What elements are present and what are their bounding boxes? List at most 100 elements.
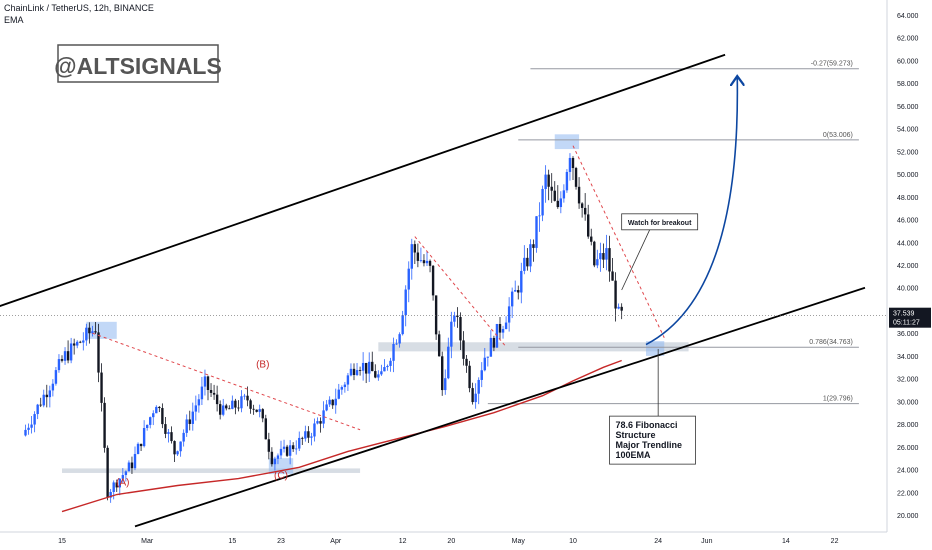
x-tick-label: Mar	[141, 538, 154, 545]
y-tick-label: 54.000	[897, 127, 919, 134]
candle-body	[480, 370, 483, 380]
candle-body	[39, 404, 42, 406]
candle-body	[358, 370, 362, 371]
confluence-box	[609, 415, 696, 465]
last-price-value: 37.539	[893, 311, 915, 318]
candle-body	[398, 334, 401, 344]
watch-callout-text: Watch for breakout	[628, 220, 692, 227]
y-tick-label: 42.000	[897, 263, 919, 270]
candle-body	[60, 359, 64, 361]
candle-body	[203, 376, 207, 387]
candle-body	[517, 290, 520, 293]
candle-body	[173, 441, 176, 455]
x-tick-label: 20	[447, 538, 455, 545]
candle-body	[413, 244, 417, 253]
candle-body	[559, 198, 563, 208]
candle-body	[583, 207, 587, 215]
dashed-trendline	[92, 332, 361, 431]
y-tick-label: 30.000	[897, 399, 919, 406]
candle-body	[544, 174, 547, 189]
candle-body	[170, 432, 173, 442]
candle-body	[82, 340, 85, 343]
candle-body	[364, 362, 368, 374]
candle-body	[215, 394, 219, 405]
candle-body	[164, 424, 167, 434]
candle-body	[574, 168, 578, 187]
candle-body	[401, 315, 404, 335]
y-tick-label: 28.000	[897, 422, 919, 429]
candle-body	[261, 409, 264, 419]
candle-body	[361, 362, 365, 371]
candle-body	[562, 190, 566, 199]
highlight-box-0	[86, 321, 117, 339]
candle-body	[270, 451, 274, 465]
candle-body	[577, 186, 581, 204]
y-tick-label: 22.000	[897, 490, 919, 497]
candle-body	[246, 395, 249, 401]
y-tick-label: 62.000	[897, 36, 919, 43]
candle-body	[568, 157, 572, 172]
candle-body	[608, 248, 611, 272]
candle-countdown: 05:11:27	[893, 320, 920, 327]
candle-body	[441, 356, 444, 391]
y-tick-label: 50.000	[897, 172, 919, 179]
candle-body	[322, 410, 325, 424]
candle-body	[535, 216, 538, 248]
candle-body	[179, 441, 182, 452]
candle-body	[507, 306, 511, 323]
candle-body	[36, 404, 39, 415]
candle-body	[103, 402, 106, 448]
candle-body	[66, 351, 70, 361]
candle-body	[483, 357, 486, 371]
candle-body	[337, 389, 340, 399]
candle-body	[422, 260, 426, 264]
candle-body	[316, 421, 319, 424]
trendlines-layer	[0, 53, 866, 528]
candle-body	[124, 471, 128, 476]
trend-support-line	[134, 286, 866, 528]
candle-body	[380, 371, 383, 375]
candle-body	[228, 408, 231, 410]
candle-body	[206, 376, 210, 391]
candle-body	[85, 327, 88, 341]
fib-level-label: -0.27(59.273)	[811, 61, 853, 68]
candle-body	[304, 431, 307, 439]
candle-body	[474, 393, 477, 403]
candle-body	[161, 408, 164, 425]
candle-body	[88, 327, 91, 334]
candle-body	[410, 244, 413, 269]
candle-body	[471, 388, 474, 403]
candle-body	[614, 280, 617, 309]
y-tick-label: 36.000	[897, 331, 919, 338]
candle-body	[295, 448, 298, 450]
candle-body	[42, 394, 45, 406]
y-tick-label: 20.000	[897, 513, 919, 520]
candle-body	[285, 446, 289, 456]
candle-body	[383, 367, 386, 372]
y-tick-label: 32.000	[897, 377, 919, 384]
candle-body	[79, 341, 82, 343]
candle-body	[252, 408, 255, 410]
last-price-tag	[889, 307, 931, 328]
candle-body	[194, 405, 198, 412]
candle-body	[416, 252, 420, 261]
candle-body	[343, 384, 347, 388]
candle-body	[428, 260, 432, 266]
candle-body	[450, 321, 453, 347]
watermark-frame	[57, 44, 219, 83]
candle-body	[514, 290, 517, 292]
candle-body	[331, 399, 334, 406]
candle-body	[57, 359, 61, 371]
candle-body	[279, 448, 283, 456]
wave-label-a: (A)	[116, 477, 129, 488]
candle-body	[33, 414, 36, 425]
candle-body	[209, 390, 213, 393]
chart-symbol-title: ChainLink / TetherUS, 12h, BINANCE	[4, 3, 154, 13]
x-tick-label: Apr	[330, 538, 342, 545]
candle-body	[54, 370, 58, 384]
candle-body	[200, 386, 204, 400]
indicator-legend[interactable]: EMA	[4, 15, 24, 25]
candle-body	[523, 257, 526, 271]
candle-body	[301, 437, 304, 439]
